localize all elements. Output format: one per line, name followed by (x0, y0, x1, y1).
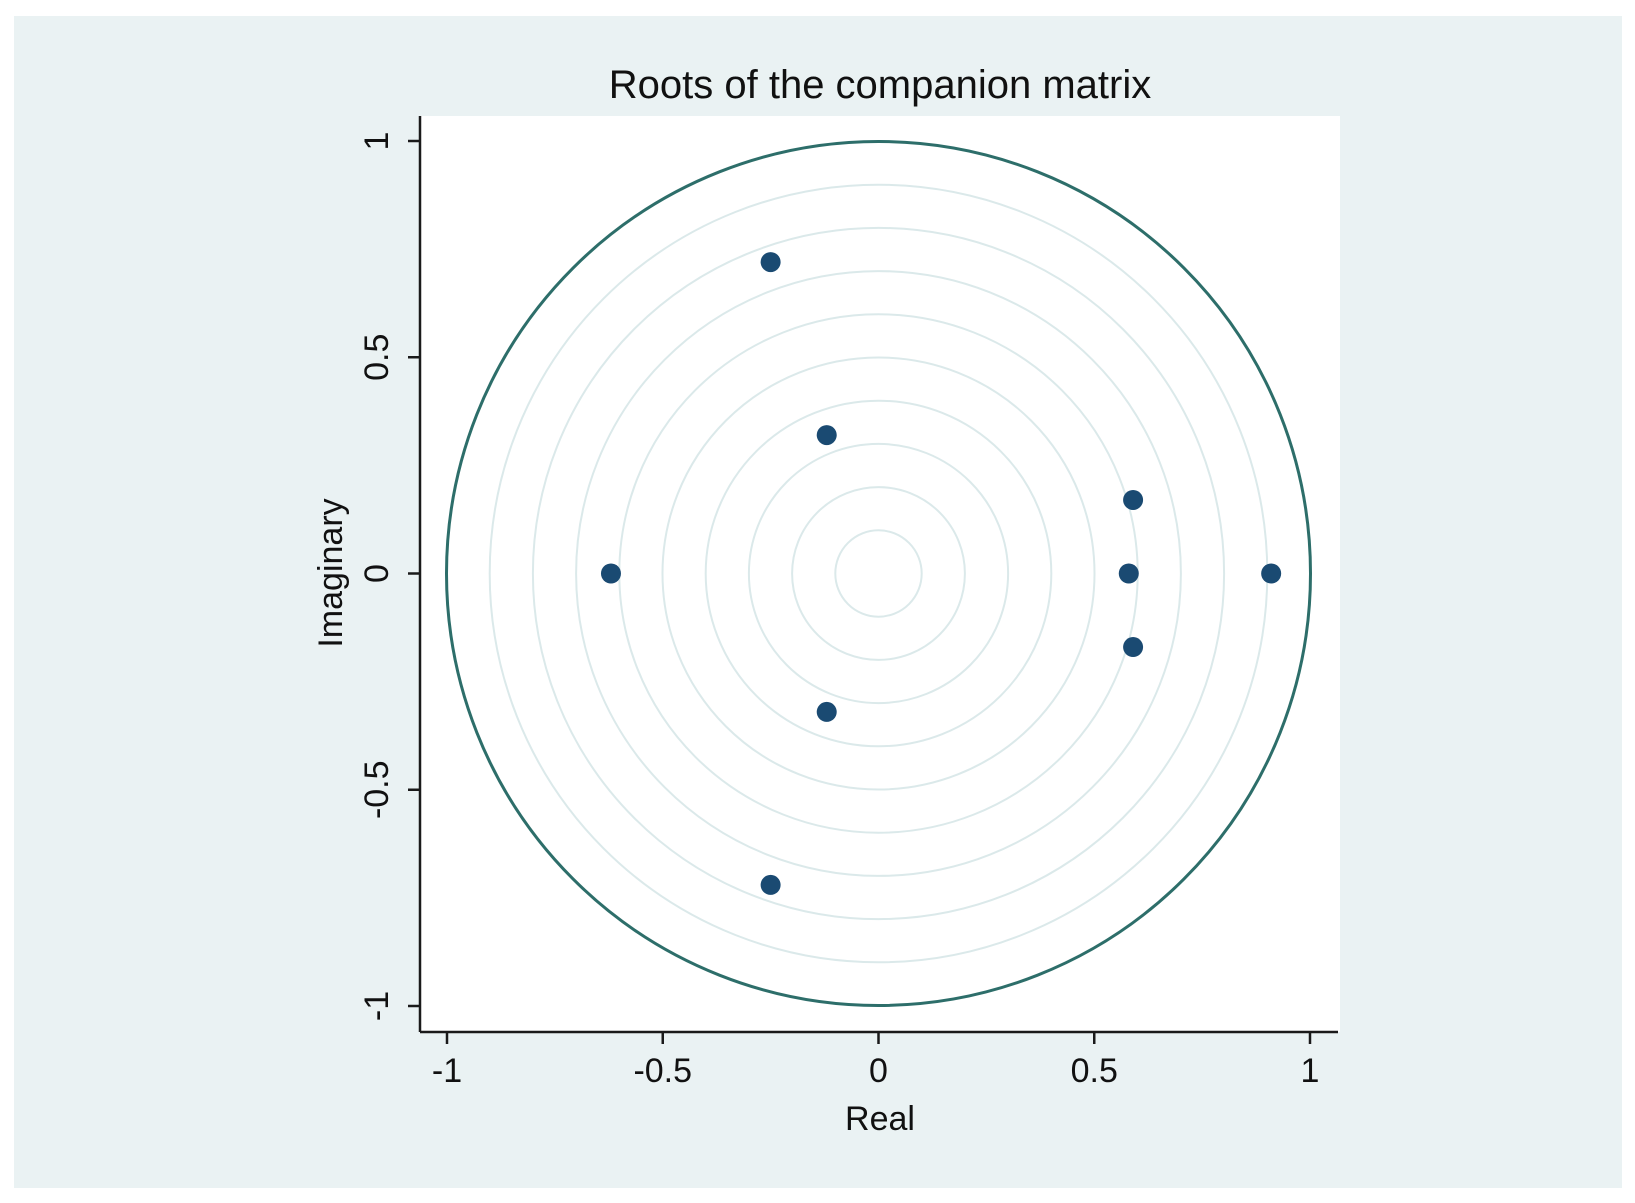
root-point (1261, 563, 1282, 584)
root-points (600, 252, 1282, 895)
root-point (760, 874, 781, 895)
x-axis-ticks: -1 -0.5 0 0.5 1 (432, 1032, 1320, 1090)
x-tick-label: 0 (869, 1052, 888, 1090)
grid-circle (661, 356, 1096, 791)
root-point (816, 425, 837, 446)
y-tick-label: 0 (358, 564, 396, 583)
root-point (1118, 563, 1139, 584)
y-tick-label: -0.5 (358, 760, 396, 819)
y-tick-label: 1 (358, 132, 396, 151)
root-point (1123, 637, 1144, 658)
root-point (600, 563, 621, 584)
chart-title: Roots of the companion matrix (609, 63, 1151, 107)
grid-circle (531, 226, 1226, 921)
plot-area (420, 116, 1340, 1032)
x-tick-label: 1 (1301, 1052, 1320, 1090)
grid-circle (704, 399, 1053, 748)
x-tick-label: 0.5 (1071, 1052, 1118, 1090)
grid-circle (834, 529, 923, 618)
y-axis-title: Imaginary (312, 498, 350, 647)
x-tick-label: -0.5 (633, 1052, 692, 1090)
x-axis-title: Real (845, 1100, 915, 1138)
x-tick-label: -1 (432, 1052, 462, 1090)
grid-circle (747, 442, 1010, 705)
y-tick-label: 0.5 (358, 334, 396, 381)
y-tick-label: -1 (358, 991, 396, 1021)
y-axis-ticks: -1 -0.5 0 0.5 1 (358, 132, 420, 1021)
root-point (1123, 489, 1144, 510)
grid-circle (791, 486, 966, 661)
root-point (760, 252, 781, 273)
grid-circle (575, 270, 1182, 877)
unit-circle (445, 140, 1312, 1007)
root-point (816, 701, 837, 722)
